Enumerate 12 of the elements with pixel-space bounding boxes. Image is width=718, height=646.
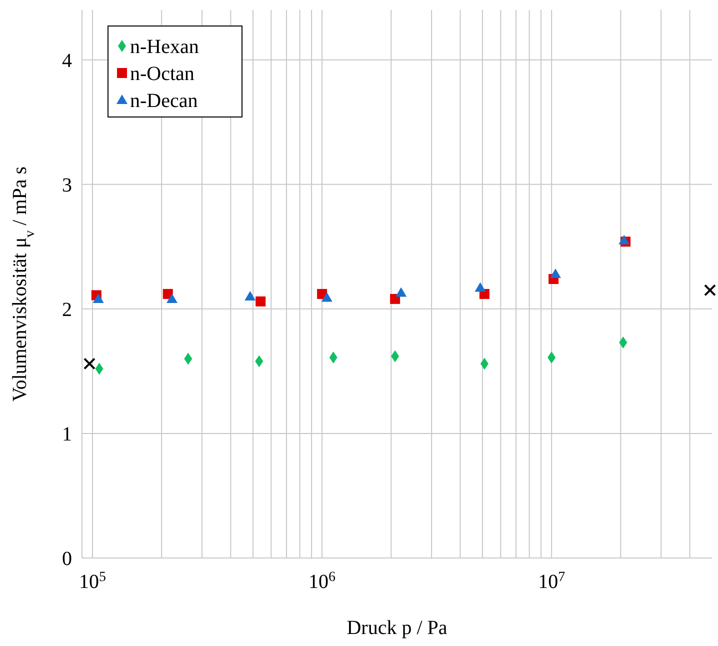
y-tick-label: 0 [62,548,72,570]
y-tick-label: 4 [62,50,72,72]
x-axis-title: Druck p / Pa [346,617,448,639]
legend-label: n-Hexan [130,36,199,58]
y-tick-label: 2 [62,298,72,321]
x-tick-label: 10$^{7}$ [538,570,566,593]
y-tick-label: 3 [62,174,72,196]
legend-label: n-Decan [130,90,198,112]
y-tick-label: 1 [62,423,72,446]
x-tick-label: 10$^{6}$ [308,570,336,593]
x-tick-label: 10$^{5}$ [79,570,106,593]
legend-label: n-Octan [130,63,194,85]
